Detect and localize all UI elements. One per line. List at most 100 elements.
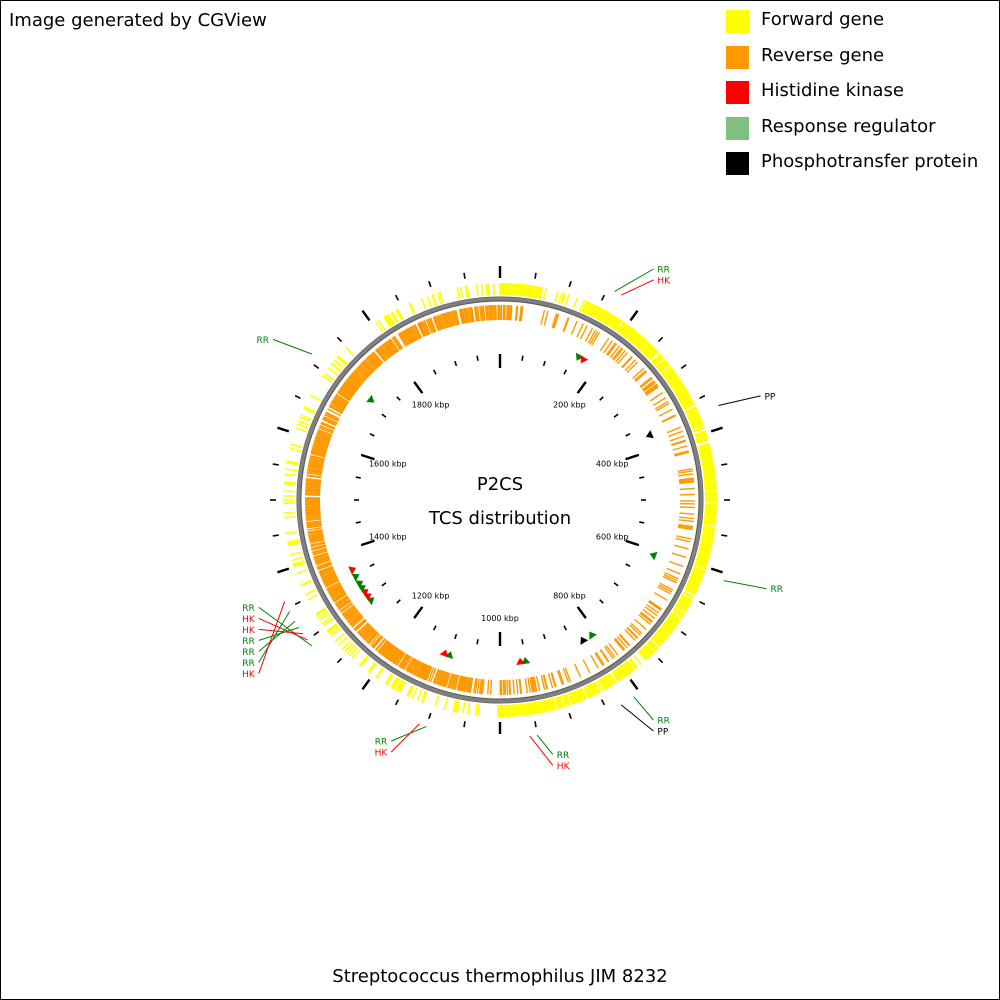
backbone-circle [297, 297, 703, 703]
reverse-gene-mark [317, 430, 332, 437]
forward-gene-mark [704, 508, 717, 511]
reverse-gene-mark [677, 468, 693, 472]
reverse-gene-mark [314, 438, 330, 445]
reverse-gene-mark [558, 669, 565, 685]
reverse-gene-mark [614, 637, 626, 651]
inner-minor-tick [563, 369, 567, 375]
forward-gene-mark [420, 690, 427, 703]
forward-gene-mark [426, 295, 433, 308]
leader-line-rr [614, 268, 654, 292]
feature-label-rr: RR [242, 604, 255, 614]
forward-gene-mark [648, 349, 658, 360]
reverse-gene-mark [677, 526, 693, 531]
reverse-gene-mark [371, 352, 383, 365]
reverse-gene-mark [603, 340, 613, 354]
forward-gene-mark [677, 392, 690, 400]
inner-minor-tick [381, 582, 387, 587]
reverse-gene-mark [671, 552, 687, 559]
reverse-gene-mark [335, 393, 350, 403]
forward-gene-mark [285, 468, 298, 472]
reverse-gene-mark [449, 673, 455, 689]
forward-gene-mark [696, 438, 709, 444]
outer-minor-tick [394, 294, 400, 301]
reverse-gene-mark [306, 478, 322, 482]
forward-gene-mark [290, 443, 303, 449]
outer-minor-tick [657, 657, 664, 664]
forward-gene-mark [611, 671, 620, 683]
forward-gene-mark [384, 673, 393, 685]
forward-gene-mark [633, 654, 643, 666]
reverse-gene-mark [648, 601, 662, 611]
forward-gene-mark [475, 284, 479, 297]
reverse-gene-mark [307, 529, 323, 533]
reverse-gene-mark [679, 512, 695, 515]
forward-gene-mark [701, 534, 714, 538]
forward-gene-mark [594, 307, 602, 319]
reverse-gene-mark [437, 670, 444, 686]
reverse-gene-mark [489, 679, 493, 695]
inner-minor-tick [613, 413, 619, 418]
forward-gene-mark [671, 381, 683, 390]
forward-gene-mark [680, 596, 692, 604]
forward-gene-mark [560, 292, 567, 305]
reverse-gene-mark [349, 614, 362, 625]
reverse-gene-mark [320, 571, 336, 579]
forward-gene-mark [459, 286, 464, 299]
forward-gene-mark [572, 297, 579, 309]
forward-gene-mark [680, 396, 692, 404]
forward-gene-mark [409, 302, 416, 314]
outer-minor-tick [294, 394, 301, 400]
reverse-gene-mark [359, 363, 372, 375]
reverse-gene-mark [319, 424, 334, 432]
forward-gene-mark [685, 407, 698, 415]
reverse-gene-mark [419, 321, 428, 337]
forward-gene-mark [533, 285, 537, 298]
forward-gene-mark [330, 628, 341, 637]
inner-minor-tick [521, 355, 524, 361]
reverse-gene-mark [482, 305, 486, 321]
reverse-gene-mark [426, 318, 434, 334]
reverse-gene-mark [613, 638, 625, 652]
reverse-gene-mark [429, 667, 437, 683]
forward-gene-mark [649, 351, 659, 361]
inner-major-tick [625, 453, 640, 461]
forward-gene-mark [393, 678, 401, 690]
reverse-gene-mark [332, 398, 347, 408]
reverse-gene-mark [305, 505, 321, 508]
feature-marker-rr [649, 551, 658, 561]
forward-gene-mark [617, 666, 626, 678]
forward-gene-mark [443, 697, 449, 710]
forward-gene-mark [360, 656, 370, 668]
inner-major-tick [413, 606, 424, 619]
reverse-gene-mark [591, 331, 601, 346]
reverse-gene-mark [307, 468, 323, 473]
forward-gene-mark [621, 325, 631, 337]
forward-gene-mark [614, 319, 623, 331]
leader-line-rr [633, 696, 654, 721]
reverse-gene-mark [570, 320, 578, 335]
reverse-gene-mark [646, 603, 660, 614]
reverse-gene-mark [644, 606, 658, 617]
forward-gene-mark [289, 447, 302, 452]
forward-gene-mark [539, 700, 544, 713]
reverse-gene-mark [323, 416, 338, 424]
forward-gene-mark [391, 677, 400, 689]
reverse-gene-mark [305, 510, 321, 514]
reverse-gene-mark [318, 565, 333, 573]
tick-label-1200: 1200 kbp [412, 592, 450, 601]
forward-gene-mark [692, 424, 704, 430]
reverse-gene-mark [305, 514, 321, 518]
reverse-gene-mark [307, 527, 323, 531]
forward-gene-mark [420, 297, 427, 310]
reverse-gene-mark [675, 537, 691, 543]
forward-gene-mark [284, 473, 297, 477]
reverse-gene-mark [659, 582, 674, 591]
reverse-gene-mark [372, 351, 384, 364]
forward-gene-mark [542, 287, 548, 300]
forward-gene-mark [628, 658, 638, 670]
reverse-gene-mark [453, 674, 459, 690]
reverse-gene-mark [529, 677, 534, 693]
forward-gene-mark [591, 305, 599, 318]
reverse-gene-mark [337, 599, 351, 609]
